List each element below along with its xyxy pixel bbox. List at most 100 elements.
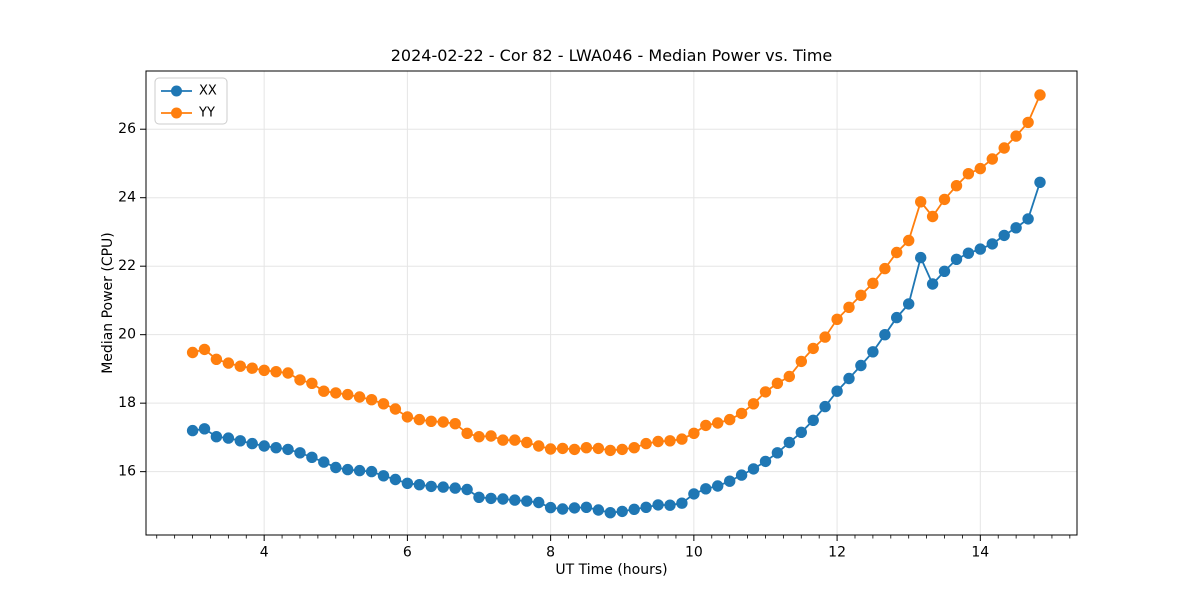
series-XX-marker: [592, 504, 605, 516]
series-YY-marker: [974, 162, 986, 175]
series-YY-marker: [986, 153, 998, 165]
x-tick-label: 6: [403, 545, 412, 561]
series-XX-marker: [843, 372, 855, 385]
series-XX-marker: [353, 464, 366, 477]
series-YY-line: [192, 94, 1041, 452]
series-YY-marker: [294, 374, 306, 386]
series-YY-marker: [640, 437, 652, 450]
series-YY-marker: [962, 168, 975, 180]
series-XX-marker: [604, 507, 616, 519]
series-YY-marker: [377, 398, 390, 410]
series-XX-marker: [998, 229, 1010, 242]
series-XX-marker: [759, 455, 772, 468]
series-XX-marker: [938, 265, 951, 277]
series-YY-marker: [938, 193, 951, 206]
series-YY-marker: [497, 434, 509, 446]
series-XX-marker: [377, 470, 390, 482]
series-XX-marker: [485, 492, 497, 505]
series-XX-marker: [509, 494, 521, 506]
y-tick-label: 16: [118, 464, 136, 480]
series-YY-marker: [843, 301, 855, 313]
series-XX-marker: [1010, 222, 1022, 234]
series-XX-marker: [962, 247, 975, 259]
series-XX-marker: [449, 482, 461, 494]
series-YY-marker: [807, 342, 819, 355]
series-XX-marker: [926, 278, 939, 290]
series-YY-marker: [258, 364, 270, 376]
series-YY-marker: [950, 180, 963, 192]
series-YY-marker: [318, 385, 330, 397]
series-YY-marker: [449, 418, 461, 430]
series-XX-marker: [628, 503, 640, 515]
legend-marker-sample: [171, 107, 182, 119]
series-XX-marker: [294, 447, 306, 459]
legend-label: XX: [199, 84, 217, 99]
x-tick-label: 8: [546, 545, 555, 561]
series-YY-marker: [926, 210, 939, 223]
series-XX-marker: [425, 480, 437, 493]
y-tick-label: 20: [118, 327, 136, 343]
series-YY-marker: [688, 427, 700, 439]
series-XX-marker: [974, 243, 986, 255]
series-YY-marker: [855, 289, 867, 301]
series-YY-marker: [198, 343, 211, 356]
series-YY-marker: [771, 377, 784, 389]
series-XX-marker: [676, 497, 688, 509]
series-YY-marker: [246, 362, 258, 374]
series-YY-marker: [556, 442, 569, 455]
series-XX-marker: [306, 451, 318, 463]
series-XX-marker: [389, 473, 402, 486]
series-YY-marker: [628, 442, 640, 454]
series-XX-marker: [401, 477, 414, 489]
series-XX-marker: [747, 463, 760, 475]
x-tick-label: 10: [685, 545, 703, 561]
series-XX-marker: [831, 385, 843, 397]
series-XX-marker: [735, 469, 748, 481]
series-YY-marker: [425, 415, 437, 427]
series-XX-marker: [222, 432, 235, 444]
legend-label: YY: [198, 106, 215, 121]
series-YY-marker: [270, 366, 282, 378]
y-tick-label: 18: [118, 395, 136, 411]
series-YY-marker: [616, 443, 628, 456]
axes-frame: [145, 70, 1078, 536]
series-XX-marker: [903, 298, 915, 310]
series-XX-marker: [342, 463, 354, 476]
series-YY-marker: [485, 430, 497, 442]
series-XX-marker: [807, 414, 819, 426]
series-YY-marker: [676, 433, 688, 445]
series-XX-marker: [986, 238, 998, 250]
series-YY-marker: [1022, 116, 1034, 129]
series-YY-marker: [592, 442, 605, 455]
series-YY-marker: [521, 436, 533, 449]
series-XX-marker: [580, 501, 593, 513]
series-XX-marker: [234, 435, 246, 447]
series-YY-marker: [580, 442, 593, 454]
series-XX-marker: [270, 442, 282, 454]
series-YY-marker: [783, 370, 795, 383]
series-XX-marker: [258, 440, 270, 452]
series-XX-marker: [461, 483, 473, 496]
series-YY-marker: [342, 388, 354, 401]
series-YY-marker: [461, 427, 473, 439]
series-XX-marker: [521, 495, 533, 507]
series-YY-marker: [998, 142, 1010, 154]
series-YY-marker: [819, 331, 831, 343]
series-XX-marker: [198, 423, 211, 435]
series-XX-marker: [1022, 213, 1034, 225]
series-XX-marker: [915, 251, 927, 264]
series-XX-marker: [652, 499, 664, 511]
series-XX-marker: [783, 436, 795, 449]
series-XX-marker: [724, 475, 736, 487]
series-YY-marker: [568, 443, 581, 456]
series-XX-marker: [365, 465, 378, 478]
series-YY-marker: [473, 431, 485, 443]
series-YY-marker: [365, 394, 378, 406]
series-XX-marker: [712, 480, 724, 492]
series-XX-marker: [437, 481, 449, 493]
series-XX-marker: [330, 461, 342, 474]
legend-marker-sample: [171, 85, 182, 97]
series-YY-marker: [401, 411, 414, 423]
series-XX-marker: [688, 488, 700, 500]
